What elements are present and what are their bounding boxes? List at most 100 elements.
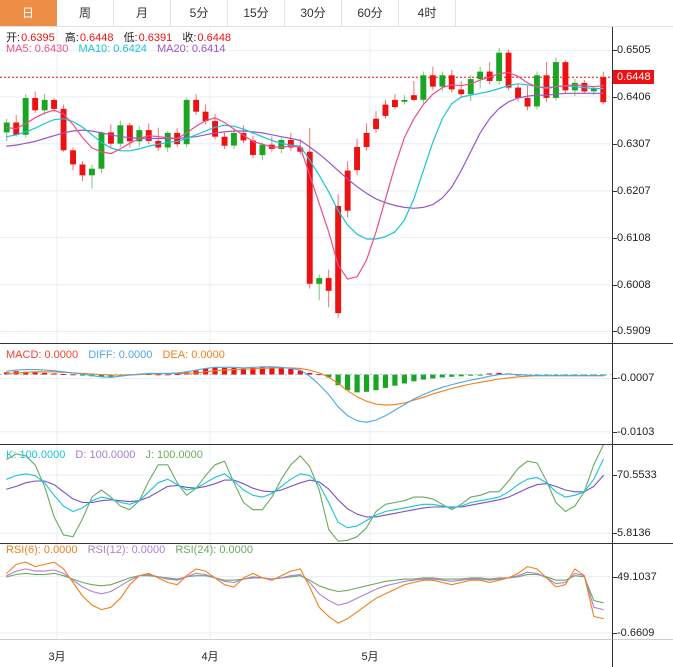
tab-5min[interactable]: 5分: [171, 0, 228, 26]
candlestick: [534, 71, 540, 110]
ma5-legend: MA5: 0.6430: [6, 43, 69, 55]
candlestick: [13, 114, 20, 137]
macd-canvas: [0, 344, 612, 444]
rsi12-value-legend: RSI(12): 0.0000: [87, 544, 166, 556]
candlestick: [108, 124, 114, 148]
candlestick: [89, 164, 95, 189]
price-y-axis: 0.6505 0.6406 0.6307 0.6207 0.6108 0.6008 0.59…: [612, 27, 673, 343]
tab-day[interactable]: 日: [0, 0, 57, 26]
candlestick: [79, 161, 86, 181]
timeframe-tabbar: 日 周 月 5分 15分 30分 60分 4时: [0, 0, 673, 27]
candlestick: [325, 269, 332, 308]
candlestick: [392, 94, 398, 110]
ma-legend: MA5: 0.6430 MA10: 0.6424 MA20: 0.6414: [6, 43, 233, 55]
y-axis-tick: -0.0007: [612, 372, 655, 385]
y-axis-tick: 70.5533: [613, 469, 657, 482]
y-axis-tick: 49.1037: [613, 570, 657, 583]
candlestick: [600, 71, 607, 105]
low-value: 0.6391: [138, 32, 173, 44]
tab-week[interactable]: 周: [57, 0, 114, 26]
candlestick: [496, 47, 503, 85]
open-label: 开:: [6, 32, 21, 44]
candlestick: [363, 123, 370, 151]
candlestick: [3, 118, 10, 142]
ohlc-legend: 开:0.6395 高:0.6448 低:0.6391 收:0.6448: [6, 29, 238, 45]
macd-chart-panel[interactable]: [0, 343, 612, 444]
ma10-legend: MA10: 0.6424: [78, 43, 147, 55]
candlestick: [259, 142, 266, 161]
y-axis-tick: 0.6207: [613, 184, 651, 197]
macd-legend: MACD: 0.0000 DIFF: 0.0000 DEA: 0.0000: [6, 349, 232, 361]
candlestick: [41, 94, 48, 115]
low-label: 低:: [123, 32, 138, 44]
candlestick: [524, 85, 531, 111]
candlestick: [306, 128, 313, 289]
x-axis-tick: 5月: [361, 651, 379, 663]
candlestick: [382, 99, 389, 119]
y-axis-tick: 0.6505: [613, 44, 651, 57]
tab-30min[interactable]: 30分: [285, 0, 342, 26]
candlestick: [22, 94, 29, 138]
candlestick: [505, 49, 512, 91]
rsi-canvas: [0, 544, 612, 639]
macd-value-legend: MACD: 0.0000: [6, 349, 79, 361]
candlestick: [221, 132, 228, 149]
x-axis-tick: 3月: [48, 651, 66, 663]
candlestick: [420, 71, 427, 104]
j-value-legend: J: 100.0000: [145, 449, 203, 461]
candlestick: [562, 60, 569, 94]
y-axis-tick: 5.8136: [613, 527, 651, 540]
candlestick: [250, 135, 256, 159]
price-chart-panel[interactable]: [0, 27, 612, 343]
candlestick: [354, 138, 360, 176]
candlestick: [70, 147, 76, 171]
high-label: 高:: [64, 32, 79, 44]
candlestick: [344, 161, 351, 218]
candlestick: [543, 62, 550, 102]
kdj-y-axis: 70.5533 5.8136: [612, 444, 673, 543]
tab-4hour[interactable]: 4时: [399, 0, 456, 26]
close-value: 0.6448: [197, 32, 232, 44]
candlestick: [373, 111, 379, 133]
candlestick: [467, 75, 474, 101]
dea-value-legend: DEA: 0.0000: [162, 349, 225, 361]
candlestick: [155, 127, 162, 151]
x-axis-tick: 4月: [201, 651, 219, 663]
d-value-legend: D: 100.0000: [75, 449, 136, 461]
rsi-y-axis: 49.1037 -0.6609: [612, 543, 673, 639]
macd-y-axis: -0.0007 -0.0103: [612, 343, 673, 444]
candlestick: [287, 132, 294, 151]
tab-60min[interactable]: 60分: [342, 0, 399, 26]
candlestick: [411, 81, 417, 102]
tab-month[interactable]: 月: [114, 0, 171, 26]
high-value: 0.6448: [79, 32, 114, 44]
tab-15min[interactable]: 15分: [228, 0, 285, 26]
tabbar-filler: [456, 0, 673, 26]
y-axis-tick: 0.6307: [613, 137, 651, 150]
k-value-legend: K: 100.0000: [6, 449, 66, 461]
candlestick: [429, 66, 436, 91]
y-axis-tick: 0.6406: [613, 91, 651, 103]
candlestick: [193, 94, 200, 115]
candlestick: [581, 80, 588, 94]
y-axis-tick: 0.5909: [613, 325, 651, 338]
candlestick: [117, 120, 124, 148]
rsi6-value-legend: RSI(6): 0.0000: [6, 544, 78, 556]
rsi-chart-panel[interactable]: [0, 543, 612, 639]
candlestick: [60, 104, 67, 152]
kdj-canvas: [0, 445, 612, 543]
ma20-legend: MA20: 0.6414: [157, 43, 226, 55]
y-axis-tick: 0.6108: [613, 231, 651, 244]
date-axis-corner: [612, 639, 673, 667]
candlestick: [477, 66, 484, 89]
kdj-legend: K: 100.0000 D: 100.0000 J: 100.0000: [6, 449, 210, 461]
candlestick: [448, 69, 455, 93]
candlestick: [32, 91, 39, 114]
y-axis-tick: 0.6008: [613, 278, 651, 291]
candlestick: [316, 274, 323, 301]
open-value: 0.6395: [21, 32, 55, 44]
candlestick: [486, 62, 493, 85]
close-label: 收:: [182, 32, 197, 44]
date-axis-panel: 3月 4月 5月: [0, 639, 673, 667]
kdj-chart-panel[interactable]: [0, 444, 612, 543]
